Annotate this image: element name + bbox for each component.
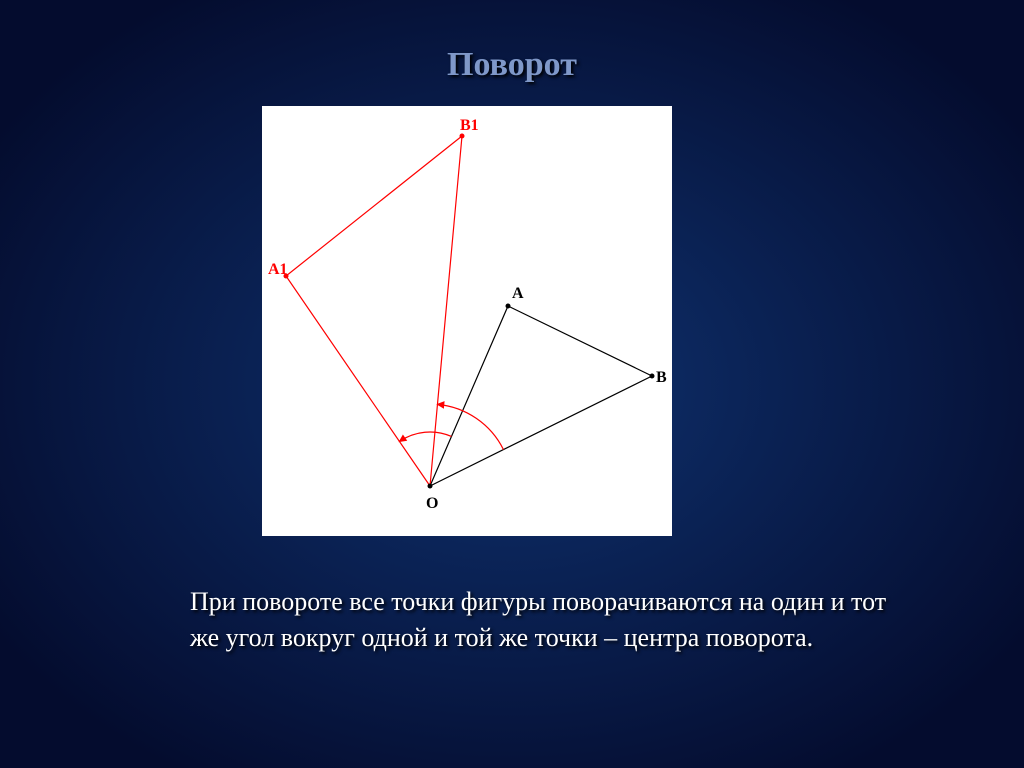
svg-text:A: A <box>512 285 524 302</box>
svg-text:O: O <box>426 495 438 512</box>
diagram-container: O A B A1 B1 <box>262 106 672 536</box>
svg-text:B1: B1 <box>460 117 479 134</box>
slide-title: Поворот <box>0 46 1024 84</box>
svg-text:B: B <box>656 369 667 386</box>
rotation-diagram: O A B A1 B1 <box>262 106 672 536</box>
slide: Поворот O A B A1 B1 При повороте все точки ф… <box>0 0 1024 768</box>
svg-text:A1: A1 <box>268 261 288 278</box>
slide-caption: При повороте все точки фигуры поворачива… <box>190 584 910 657</box>
